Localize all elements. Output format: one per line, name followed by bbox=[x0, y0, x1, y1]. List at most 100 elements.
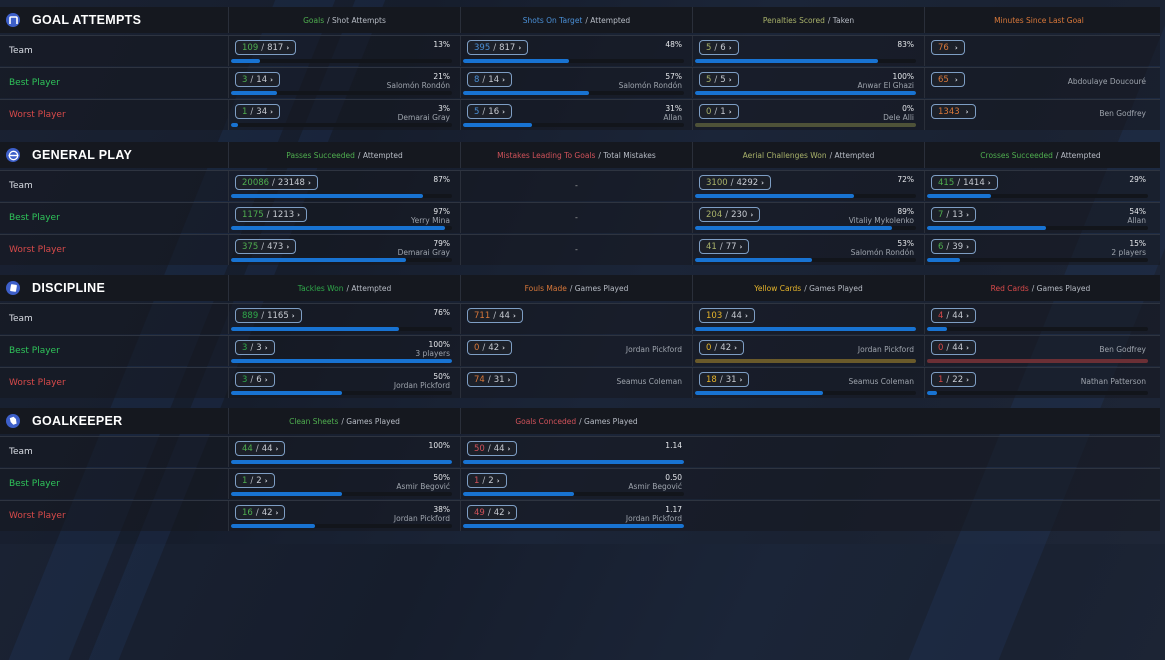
column-header-primary: Minutes Since Last Goal bbox=[994, 15, 1084, 25]
stat-value-button[interactable]: 0/1 › bbox=[699, 104, 739, 119]
player-name[interactable]: Vitaliy Mykolenko bbox=[848, 216, 914, 225]
stat-value-button[interactable]: 41/77 › bbox=[699, 239, 750, 254]
stat-value-button[interactable]: 889/1165 › bbox=[235, 308, 302, 323]
stat-value-button[interactable]: 1/34 › bbox=[235, 104, 281, 119]
separator: / bbox=[957, 177, 961, 188]
player-name[interactable]: Seamus Coleman bbox=[616, 377, 682, 386]
stat-value-button[interactable]: 7/13 › bbox=[931, 207, 977, 222]
player-name[interactable]: Jordan Pickford bbox=[393, 381, 450, 390]
player-name[interactable]: Dele Alli bbox=[883, 113, 914, 122]
section-title-area: GOAL ATTEMPTS bbox=[0, 7, 228, 33]
stat-value-button[interactable]: 395/817 › bbox=[467, 40, 529, 55]
stat-value-button[interactable]: 711/44 › bbox=[467, 308, 523, 323]
stat-value-button[interactable]: 65 › bbox=[931, 72, 965, 87]
player-name[interactable]: Salomón Rondón bbox=[386, 81, 450, 90]
player-name[interactable]: Jordan Pickford bbox=[625, 514, 682, 523]
player-name[interactable]: Allan bbox=[663, 113, 682, 122]
stat-numerator: 18 bbox=[706, 374, 717, 385]
progress-bar bbox=[695, 123, 916, 127]
player-name[interactable]: Abdoulaye Doucouré bbox=[1067, 77, 1146, 86]
stat-numerator: 0 bbox=[706, 342, 712, 353]
stat-cell: 6/39 › 15% 2 players bbox=[924, 235, 1156, 265]
player-name[interactable]: Demarai Gray bbox=[397, 248, 450, 257]
player-name[interactable]: Salomón Rondón bbox=[850, 248, 914, 257]
stat-ratio: 1.17 bbox=[665, 505, 682, 514]
stat-numerator: 0 bbox=[474, 342, 480, 353]
separator: / bbox=[493, 42, 497, 53]
player-name[interactable]: Anwar El Ghazi bbox=[857, 81, 914, 90]
progress-fill bbox=[463, 492, 574, 496]
player-name[interactable]: Asmir Begović bbox=[628, 482, 682, 491]
stat-value-button[interactable]: 1/22 › bbox=[931, 372, 977, 387]
stat-value-button[interactable]: 3/6 › bbox=[235, 372, 275, 387]
stat-value-button[interactable]: 415/1414 › bbox=[931, 175, 998, 190]
stat-value-button[interactable]: 109/817 › bbox=[235, 40, 297, 55]
stat-cell: 0/42 › Jordan Pickford bbox=[460, 336, 692, 366]
player-name[interactable]: Asmir Begović bbox=[396, 482, 450, 491]
stat-value-button[interactable]: 3100/4292 › bbox=[699, 175, 772, 190]
stat-value-button[interactable]: 49/42 › bbox=[467, 505, 518, 520]
stat-value-button[interactable]: 3/14 › bbox=[235, 72, 281, 87]
stat-value-button[interactable]: 3/3 › bbox=[235, 340, 275, 355]
player-name[interactable]: Seamus Coleman bbox=[848, 377, 914, 386]
goal-icon bbox=[6, 13, 20, 27]
player-name[interactable]: Nathan Patterson bbox=[1080, 377, 1146, 386]
chevron-right-icon: › bbox=[966, 242, 970, 251]
stat-value-button[interactable]: 5/16 › bbox=[467, 104, 513, 119]
stat-cell: 711/44 › bbox=[460, 304, 692, 334]
player-name[interactable]: Demarai Gray bbox=[397, 113, 450, 122]
player-name[interactable]: Jordan Pickford bbox=[625, 345, 682, 354]
stat-value-button[interactable]: 74/31 › bbox=[467, 372, 518, 387]
player-name[interactable]: 2 players bbox=[1111, 248, 1146, 257]
player-name[interactable]: Jordan Pickford bbox=[393, 514, 450, 523]
stat-ratio: 100% bbox=[892, 72, 914, 81]
stat-value-button[interactable]: 375/473 › bbox=[235, 239, 297, 254]
progress-fill bbox=[231, 460, 452, 464]
stat-cell: 5/16 › 31% Allan bbox=[460, 100, 692, 130]
chevron-right-icon: › bbox=[502, 343, 506, 352]
stat-value-button[interactable]: 76 › bbox=[931, 40, 965, 55]
stat-value-button[interactable]: 16/42 › bbox=[235, 505, 286, 520]
stat-value-button[interactable]: 204/230 › bbox=[699, 207, 761, 222]
stat-ratio: 38% bbox=[433, 505, 450, 514]
stat-denominator: 42 bbox=[493, 507, 505, 518]
stat-value-button[interactable]: 0/42 › bbox=[467, 340, 513, 355]
player-name[interactable]: 3 players bbox=[415, 349, 450, 358]
stat-denominator: 6 bbox=[720, 42, 726, 53]
stat-denominator: 77 bbox=[725, 241, 737, 252]
stat-value-button[interactable]: 103/44 › bbox=[699, 308, 755, 323]
progress-bar bbox=[231, 460, 452, 464]
progress-fill bbox=[231, 492, 342, 496]
stat-value-button[interactable]: 1/2 › bbox=[235, 473, 275, 488]
stat-numerator: 8 bbox=[474, 74, 480, 85]
stat-value-button[interactable]: 1343 › bbox=[931, 104, 976, 119]
stat-value-button[interactable]: 8/14 › bbox=[467, 72, 513, 87]
stat-value-button[interactable]: 50/44 › bbox=[467, 441, 518, 456]
stat-value-button[interactable]: 5/5 › bbox=[699, 72, 739, 87]
player-name[interactable]: Ben Godfrey bbox=[1099, 109, 1146, 118]
stat-value-button[interactable]: 6/39 › bbox=[931, 239, 977, 254]
stat-value-button[interactable]: 20086/23148 › bbox=[235, 175, 318, 190]
chevron-right-icon: › bbox=[275, 444, 279, 453]
player-name[interactable]: Salomón Rondón bbox=[618, 81, 682, 90]
player-name[interactable]: Ben Godfrey bbox=[1099, 345, 1146, 354]
progress-bar bbox=[695, 327, 916, 331]
stat-value-button[interactable]: 0/44 › bbox=[931, 340, 977, 355]
player-name[interactable]: Yerry Mina bbox=[411, 216, 450, 225]
player-name[interactable]: Allan bbox=[1127, 216, 1146, 225]
stat-cell: 1/22 › Nathan Patterson bbox=[924, 368, 1156, 398]
player-name[interactable]: Jordan Pickford bbox=[857, 345, 914, 354]
stat-value-button[interactable]: 1175/1213 › bbox=[235, 207, 308, 222]
stat-value-button[interactable]: 18/31 › bbox=[699, 372, 750, 387]
separator: / bbox=[266, 209, 270, 220]
stat-ratio: 100% bbox=[428, 340, 450, 349]
stat-value-button[interactable]: 1/2 › bbox=[467, 473, 507, 488]
stat-value-button[interactable]: 5/6 › bbox=[699, 40, 739, 55]
stat-value-button[interactable]: 0/42 › bbox=[699, 340, 745, 355]
separator: / bbox=[487, 507, 491, 518]
chevron-right-icon: › bbox=[739, 242, 743, 251]
stat-value-button[interactable]: 44/44 › bbox=[235, 441, 286, 456]
progress-fill bbox=[695, 327, 916, 331]
section-header: GOALKEEPER Clean Sheets / Games Played Goal… bbox=[0, 408, 1160, 434]
stat-value-button[interactable]: 4/44 › bbox=[931, 308, 977, 323]
